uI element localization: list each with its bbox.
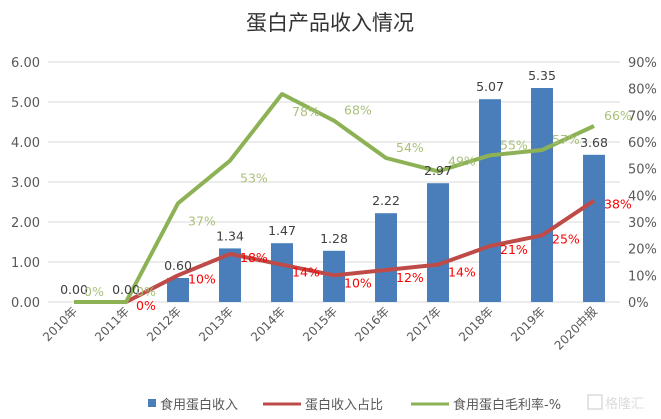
bar-label: 1.47 (268, 223, 296, 238)
legend-label: 食用蛋白收入 (160, 397, 238, 413)
x-tick-label: 2010年 (40, 304, 80, 344)
y-right-tick: 20% (628, 243, 657, 258)
margin-label: 53% (240, 171, 268, 186)
y-right-tick: 0% (628, 296, 649, 311)
bar-label: 2.22 (372, 193, 400, 208)
bar (479, 99, 501, 302)
margin-label: 57% (552, 132, 580, 147)
y-right-tick: 80% (628, 83, 657, 98)
margin-label: 0% (84, 284, 104, 299)
share-label: 25% (552, 231, 580, 246)
bar (427, 183, 449, 302)
x-tick-label: 2016年 (352, 304, 392, 344)
svg-text:格隆汇: 格隆汇 (605, 396, 644, 412)
y-right-tick: 40% (628, 189, 657, 204)
share-label: 38% (604, 197, 632, 212)
x-tick-label: 2011年 (92, 304, 132, 344)
margin-line (74, 92, 595, 304)
bar (583, 154, 605, 302)
y-left-tick: 4.00 (11, 136, 40, 151)
x-tick-label: 2019年 (508, 304, 548, 344)
y-right-tick: 10% (628, 269, 657, 284)
bar (271, 243, 293, 302)
chart-title: 蛋白产品收入情况 (246, 11, 414, 35)
bar-label: 0.00 (112, 282, 140, 297)
share-line (125, 199, 596, 304)
share-label: 18% (240, 250, 268, 265)
legend-label: 食用蛋白毛利率-% (453, 397, 561, 413)
x-tick-label: 2015年 (300, 304, 340, 344)
share-label: 10% (188, 271, 216, 286)
share-label: 0% (136, 298, 156, 313)
margin-label: 54% (396, 140, 424, 155)
margin-label: 78% (292, 104, 320, 119)
margin-label: 68% (344, 103, 372, 118)
margin-label: 37% (188, 213, 216, 228)
legend-swatch (148, 399, 156, 407)
bar (167, 278, 189, 302)
legend: 食用蛋白收入 蛋白收入占比 食用蛋白毛利率-% (148, 397, 561, 413)
share-label: 14% (292, 265, 320, 280)
bar (375, 213, 397, 302)
margin-label: 66% (604, 108, 632, 123)
bar-label: 2.97 (424, 163, 452, 178)
y-right-tick: 30% (628, 216, 657, 231)
y-right-tick: 90% (628, 56, 657, 71)
watermark-logo: 格隆汇 (587, 394, 644, 412)
y-left-tick: 3.00 (11, 176, 40, 191)
margin-label: 55% (500, 137, 528, 152)
margin-label: 49% (448, 153, 476, 168)
y-left-tick: 5.00 (11, 96, 40, 111)
bar-label: 5.35 (528, 68, 556, 83)
x-tick-label: 2017年 (404, 304, 444, 344)
margin-label: 0% (136, 284, 156, 299)
share-label: 14% (448, 265, 476, 280)
y-left-tick: 2.00 (11, 216, 40, 231)
legend-label: 蛋白收入占比 (305, 397, 383, 413)
bar-label: 0.60 (164, 258, 192, 273)
bar-label: 0.00 (60, 282, 88, 297)
y-left-tick: 6.00 (11, 56, 40, 71)
share-label: 10% (344, 275, 372, 290)
x-tick-label: 2020中报 (551, 304, 600, 353)
x-tick-label: 2013年 (196, 304, 236, 344)
bar-label: 1.34 (216, 228, 244, 243)
bar (531, 88, 553, 302)
x-tick-label: 2018年 (456, 304, 496, 344)
share-label: 21% (500, 242, 528, 257)
y-right-tick: 50% (628, 163, 657, 178)
y-right-tick: 70% (628, 109, 657, 124)
bar-label: 3.68 (580, 135, 608, 150)
bar (219, 248, 241, 302)
share-label: 12% (396, 270, 424, 285)
y-right-tick: 60% (628, 136, 657, 151)
y-left-tick: 1.00 (11, 256, 40, 271)
bar-label: 1.28 (320, 231, 348, 246)
x-tick-label: 2014年 (248, 304, 288, 344)
bar-label: 5.07 (476, 79, 504, 94)
y-left-tick: 0.00 (11, 296, 40, 311)
